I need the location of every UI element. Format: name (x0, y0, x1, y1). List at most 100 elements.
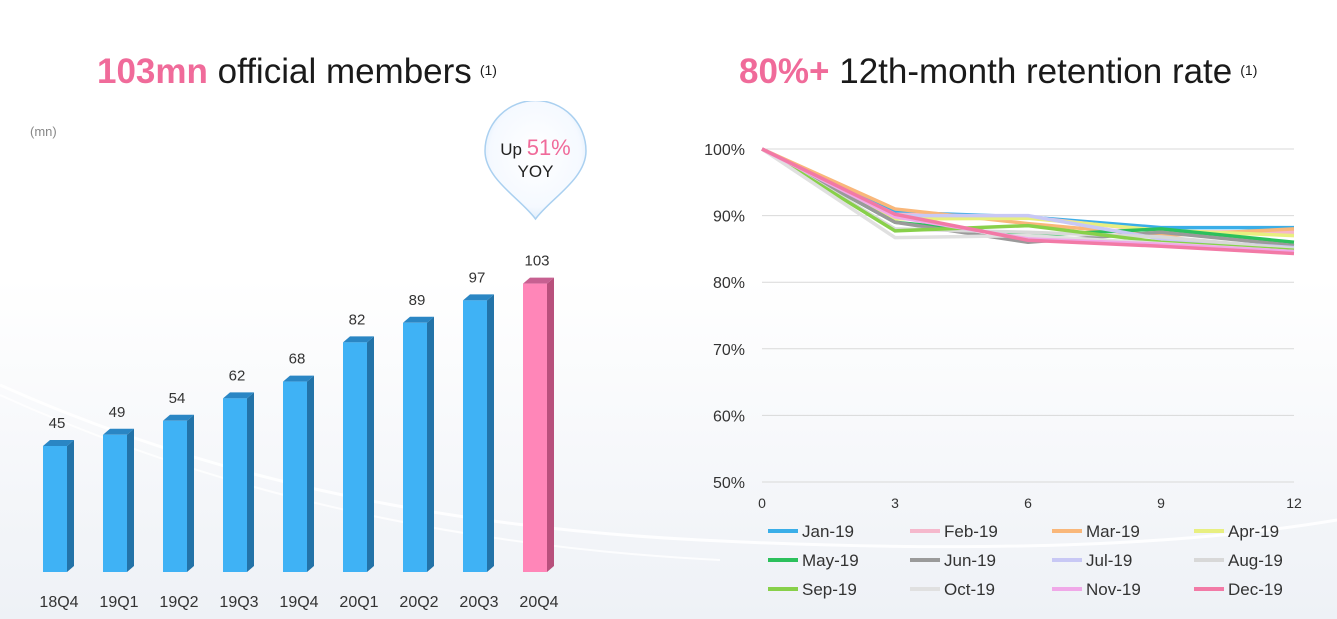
bar-top (283, 375, 314, 382)
bar-value-label: 62 (229, 367, 246, 384)
y-tick-label: 100% (704, 142, 745, 159)
legend-item: Feb-19 (910, 522, 998, 542)
x-tick-label: 19Q2 (159, 594, 198, 611)
bar-side (187, 414, 194, 572)
line-chart-title: 80%+ 12th-month retention rate (1) (739, 52, 1257, 92)
legend-swatch (1052, 557, 1082, 562)
callout-suffix: YOY (517, 162, 554, 181)
bar-top (403, 316, 434, 323)
bar-18Q4 (43, 440, 74, 572)
legend-item: Nov-19 (1052, 580, 1141, 600)
bar-value-label: 82 (349, 311, 366, 328)
y-tick-label: 90% (713, 209, 745, 226)
legend-item: Apr-19 (1194, 522, 1279, 542)
legend-swatch (910, 528, 940, 533)
bar-19Q2 (163, 414, 194, 572)
bar-19Q4 (283, 375, 314, 572)
legend-swatch (1052, 586, 1082, 591)
bar-value-label: 97 (469, 269, 486, 286)
bar-front (103, 434, 127, 572)
title-text: 12th-month retention rate (839, 52, 1233, 91)
bar-side (307, 375, 314, 572)
bar-side (487, 294, 494, 572)
x-tick-label: 6 (1024, 495, 1032, 511)
title-footnote: (1) (1240, 62, 1258, 78)
bar-value-label: 49 (109, 404, 126, 421)
legend-item: Jan-19 (768, 522, 854, 542)
legend-label: Dec-19 (1228, 580, 1283, 599)
legend-label: Apr-19 (1228, 522, 1280, 541)
title-highlight: 103mn (97, 52, 208, 91)
legend-swatch (1052, 528, 1082, 533)
y-tick-label: 80% (713, 275, 745, 292)
bar-front (43, 446, 67, 572)
legend-label: Jul-19 (1086, 551, 1133, 570)
bar-value-label: 103 (524, 253, 549, 270)
bar-side (127, 428, 134, 572)
legend-item: Jun-19 (910, 551, 996, 571)
bar-front (463, 300, 487, 572)
x-tick-label: 20Q1 (339, 594, 378, 611)
bar-value-label: 68 (289, 351, 306, 368)
bar-19Q1 (103, 428, 134, 572)
callout-prefix: Up (500, 140, 522, 159)
y-tick-label: 70% (713, 342, 745, 359)
bar-20Q2 (403, 316, 434, 572)
series-line-Jun-19 (761, 147, 1295, 248)
callout-text: Up 51% YOY (483, 137, 588, 183)
x-tick-label: 20Q2 (399, 594, 438, 611)
bar-chart-title: 103mn official members (1) (97, 52, 497, 92)
legend-label: May-19 (802, 551, 859, 570)
legend-swatch (1194, 557, 1224, 562)
legend-swatch (910, 586, 940, 591)
bar-side (547, 277, 554, 572)
legend-item: Oct-19 (910, 580, 995, 600)
x-tick-label: 20Q4 (519, 594, 558, 611)
x-tick-label: 19Q4 (279, 594, 318, 611)
bar-value-label: 54 (169, 390, 186, 407)
bar-side (67, 440, 74, 572)
callout-bubble (484, 101, 587, 221)
x-tick-label: 12 (1286, 495, 1302, 511)
bar-value-label: 89 (409, 292, 426, 309)
x-tick-label: 19Q3 (219, 594, 258, 611)
bar-20Q1 (343, 336, 374, 572)
bar-side (367, 336, 374, 572)
bar-value-label: 45 (49, 415, 66, 432)
bar-front (223, 398, 247, 572)
x-tick-label: 3 (891, 495, 899, 511)
legend-label: Jan-19 (802, 522, 854, 541)
legend-label: Aug-19 (1228, 551, 1283, 570)
bar-20Q3 (463, 294, 494, 572)
bar-side (247, 392, 254, 572)
bar-top (523, 277, 554, 284)
bar-top (463, 294, 494, 301)
legend-label: Sep-19 (802, 580, 857, 599)
y-tick-label: 60% (713, 408, 745, 425)
legend-swatch (1194, 586, 1224, 591)
bar-side (427, 316, 434, 572)
bar-top (343, 336, 374, 343)
legend-swatch (768, 528, 798, 533)
bar-front (343, 342, 367, 572)
bar-top (163, 414, 194, 421)
x-tick-label: 20Q3 (459, 594, 498, 611)
bar-front (403, 322, 427, 572)
legend-item: Sep-19 (768, 580, 857, 600)
legend-item: Aug-19 (1194, 551, 1283, 571)
title-text: official members (217, 52, 472, 91)
legend-item: Mar-19 (1052, 522, 1140, 542)
legend-label: Feb-19 (944, 522, 998, 541)
bar-19Q3 (223, 392, 254, 572)
x-tick-label: 18Q4 (39, 594, 78, 611)
bar-front (163, 420, 187, 572)
bar-20Q4 (523, 277, 554, 572)
y-unit-label: (mn) (30, 124, 57, 139)
x-tick-label: 0 (758, 495, 766, 511)
callout-value: 51% (526, 135, 571, 160)
y-tick-label: 50% (713, 475, 745, 492)
legend-label: Jun-19 (944, 551, 996, 570)
legend-swatch (768, 557, 798, 562)
